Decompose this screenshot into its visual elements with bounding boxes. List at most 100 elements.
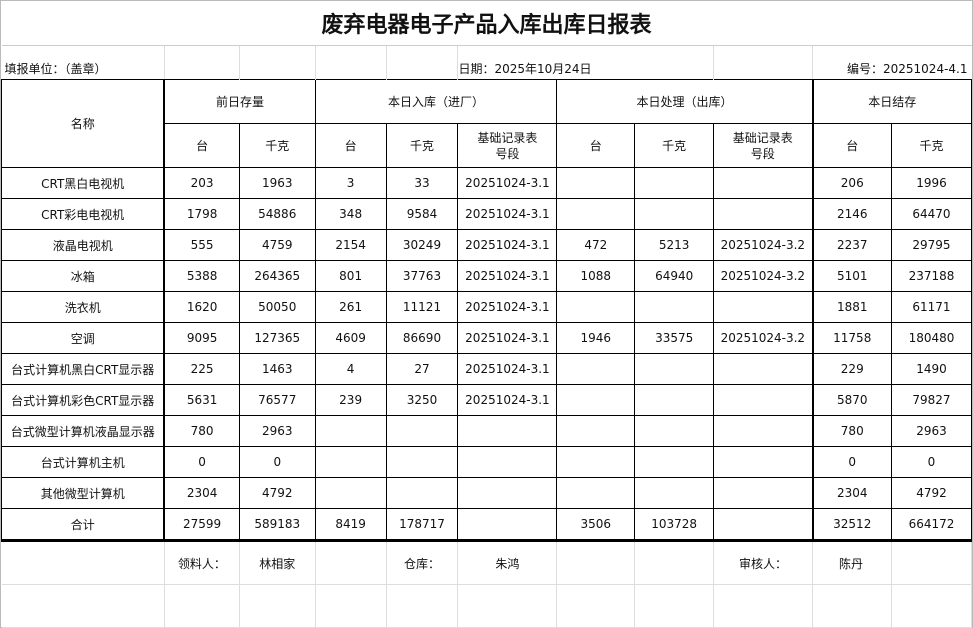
cell-out-record (713, 508, 814, 542)
header-prev-kg: 千克 (238, 123, 316, 168)
cell-name: 台式微型计算机液晶显示器 (1, 415, 166, 447)
cell-prev-units: 1620 (163, 291, 240, 323)
cell-in-record: 20251024-3.1 (457, 384, 558, 416)
cell-prev-units: 0 (163, 446, 240, 478)
cell-name: 空调 (1, 322, 166, 354)
cell-out-record: 20251024-3.2 (713, 229, 814, 261)
cell-in-record: 20251024-3.1 (457, 167, 558, 199)
cell-out-kg (634, 384, 715, 416)
cell-out-units (556, 167, 636, 199)
cell-in-units: 261 (314, 291, 387, 323)
cell-bal-units: 11758 (812, 322, 892, 354)
cell-out-kg: 64940 (634, 260, 715, 292)
cell-in-units (314, 415, 387, 447)
cell-out-record (713, 291, 814, 323)
cell-in-kg (385, 446, 459, 478)
receiver-name: 林相家 (239, 540, 316, 585)
cell-out-kg (634, 291, 715, 323)
cell-prev-kg: 1963 (238, 167, 316, 199)
cell-prev-units: 9095 (163, 322, 240, 354)
cell-out-kg: 5213 (634, 229, 715, 261)
cell-name: 台式计算机彩色CRT显示器 (1, 384, 166, 416)
cell-out-units: 1946 (556, 322, 636, 354)
cell-out-kg: 103728 (634, 508, 715, 542)
cell-bal-kg: 1490 (890, 353, 973, 385)
cell-out-record: 20251024-3.2 (713, 322, 814, 354)
header-out-record: 基础记录表号段 (713, 123, 814, 168)
cell-prev-units: 780 (163, 415, 240, 447)
cell-in-kg: 86690 (385, 322, 459, 354)
cell-out-record (713, 353, 814, 385)
cell-in-record (457, 477, 558, 509)
table-row: CRT黑白电视机 203 1963 3 33 20251024-3.1 206 1996 (1, 167, 973, 199)
cell-bal-units: 2146 (812, 198, 892, 230)
cell-name: 洗衣机 (1, 291, 166, 323)
report-title: 废弃电器电子产品入库出库日报表 (1, 1, 972, 46)
cell-in-kg (385, 477, 459, 509)
header-in-record: 基础记录表号段 (457, 123, 558, 168)
header-prev-units: 台 (163, 123, 240, 168)
cell-prev-units: 2304 (163, 477, 240, 509)
cell-prev-kg: 4792 (238, 477, 316, 509)
cell-in-units: 2154 (314, 229, 387, 261)
table-row: CRT彩电电视机 1798 54886 348 9584 20251024-3.1 2146… (1, 198, 973, 230)
header-out-kg: 千克 (634, 123, 715, 168)
cell-in-units: 3 (314, 167, 387, 199)
header-in-units: 台 (314, 123, 387, 168)
cell-out-kg (634, 477, 715, 509)
cell-in-record: 20251024-3.1 (457, 353, 558, 385)
cell-name: 台式计算机黑白CRT显示器 (1, 353, 166, 385)
header-bal-units: 台 (812, 123, 892, 168)
cell-out-units: 1088 (556, 260, 636, 292)
reviewer-label: 审核人： (713, 540, 814, 585)
cell-name: 液晶电视机 (1, 229, 166, 261)
cell-out-units (556, 477, 636, 509)
cell-out-kg (634, 167, 715, 199)
reporting-unit: 填报单位：（盖章） (1, 45, 165, 80)
cell-name: 台式计算机主机 (1, 446, 166, 478)
cell-in-record: 20251024-3.1 (457, 322, 558, 354)
cell-bal-units: 229 (812, 353, 892, 385)
cell-bal-kg: 64470 (890, 198, 973, 230)
cell-prev-kg: 76577 (238, 384, 316, 416)
cell-in-record: 20251024-3.1 (457, 291, 558, 323)
cell-bal-kg: 237188 (890, 260, 973, 292)
cell-bal-kg: 4792 (890, 477, 973, 509)
header-name: 名称 (1, 79, 166, 168)
cell-bal-units: 780 (812, 415, 892, 447)
header-balance: 本日结存 (812, 79, 972, 124)
table-row: 冰箱 5388 264365 801 37763 20251024-3.1 1088 6494… (1, 260, 973, 292)
cell-out-record (713, 415, 814, 447)
cell-in-kg: 33 (385, 167, 459, 199)
cell-out-units (556, 291, 636, 323)
cell-bal-kg: 79827 (890, 384, 973, 416)
cell-name: 其他微型计算机 (1, 477, 166, 509)
reviewer-name: 陈丹 (812, 540, 892, 585)
header-prev-stock: 前日存量 (163, 79, 316, 124)
cell-bal-kg: 0 (890, 446, 973, 478)
cell-out-record (713, 167, 814, 199)
cell-in-kg (385, 415, 459, 447)
table-row: 台式微型计算机液晶显示器 780 2963 780 2963 (1, 415, 973, 447)
cell-name: CRT彩电电视机 (1, 198, 166, 230)
cell-in-kg: 9584 (385, 198, 459, 230)
cell-out-units (556, 384, 636, 416)
cell-in-units: 348 (314, 198, 387, 230)
cell-out-units (556, 446, 636, 478)
cell-bal-units: 2304 (812, 477, 892, 509)
header-in-kg: 千克 (385, 123, 459, 168)
cell-bal-units: 1881 (812, 291, 892, 323)
report-date: 日期：2025年10月24日 (457, 45, 715, 80)
cell-in-record (457, 446, 558, 478)
cell-name: 冰箱 (1, 260, 166, 292)
cell-prev-units: 1798 (163, 198, 240, 230)
cell-in-kg: 11121 (385, 291, 459, 323)
cell-in-units (314, 477, 387, 509)
table-row: 台式计算机主机 0 0 0 0 (1, 446, 973, 478)
cell-in-record (457, 415, 558, 447)
receiver-label: 领料人： (164, 540, 240, 585)
table-row: 台式计算机彩色CRT显示器 5631 76577 239 3250 20251024-3.… (1, 384, 973, 416)
cell-bal-kg: 29795 (890, 229, 973, 261)
cell-in-units: 4 (314, 353, 387, 385)
